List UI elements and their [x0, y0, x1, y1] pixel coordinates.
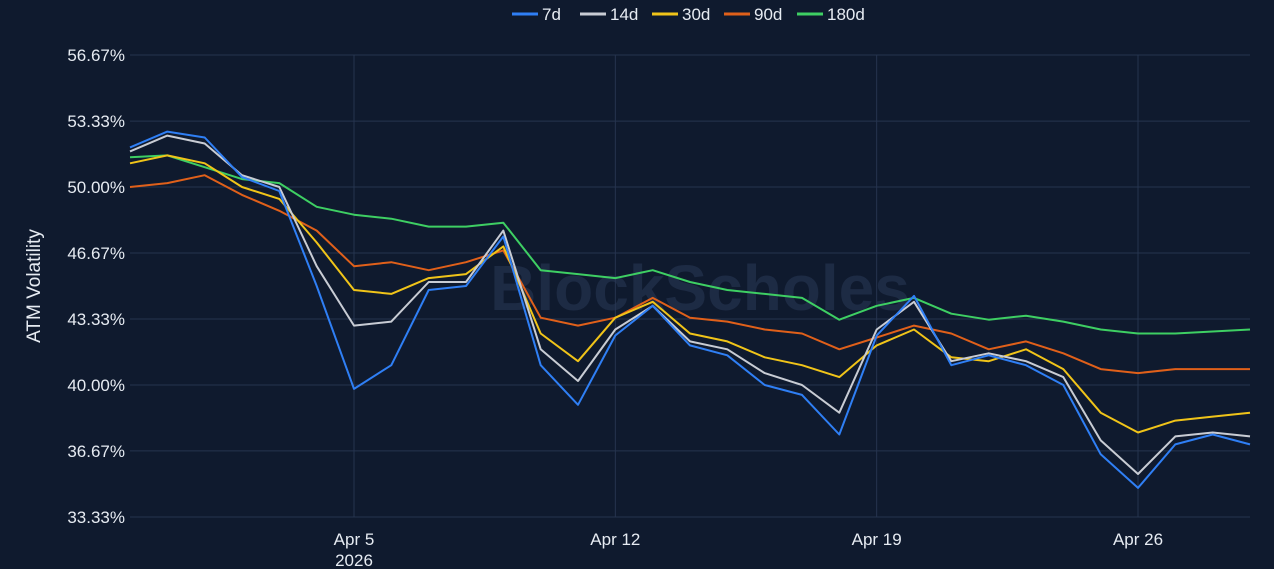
x-tick-label: Apr 5: [334, 530, 375, 549]
y-tick-label: 53.33%: [67, 112, 125, 131]
series-line-90d: [129, 174, 1250, 375]
series-line-7d: [129, 130, 1251, 489]
y-tick-label: 33.33%: [67, 508, 125, 527]
series-lines: [129, 130, 1251, 489]
legend-label: 14d: [610, 5, 638, 24]
x-tick-label: Apr 19: [852, 530, 902, 549]
x-axis-ticks: Apr 5 2026 Apr 12 Apr 19 Apr 26: [334, 530, 1163, 569]
series-line-30d: [129, 154, 1251, 434]
legend-item-14d[interactable]: 14d: [580, 5, 638, 24]
y-tick-label: 43.33%: [67, 310, 125, 329]
legend-label: 7d: [542, 5, 561, 24]
legend-item-90d[interactable]: 90d: [724, 5, 782, 24]
y-tick-label: 40.00%: [67, 376, 125, 395]
y-tick-label: 36.67%: [67, 442, 125, 461]
legend[interactable]: 7d 14d 30d 90d 180d: [512, 5, 865, 24]
y-tick-label: 50.00%: [67, 178, 125, 197]
x-tick-year-label: 2026: [335, 551, 373, 569]
legend-label: 180d: [827, 5, 865, 24]
y-axis-ticks: 56.67% 53.33% 50.00% 46.67% 43.33% 40.00% 36.6…: [67, 46, 125, 527]
legend-item-7d[interactable]: 7d: [512, 5, 561, 24]
legend-label: 30d: [682, 5, 710, 24]
series-line-14d: [129, 134, 1251, 475]
grid: [130, 54, 1250, 518]
legend-item-180d[interactable]: 180d: [797, 5, 865, 24]
watermark-text: BlockScholes: [490, 252, 910, 324]
x-tick-label: Apr 12: [590, 530, 640, 549]
series-line-180d: [129, 154, 1251, 335]
legend-label: 90d: [754, 5, 782, 24]
y-tick-label: 56.67%: [67, 46, 125, 65]
x-tick-label: Apr 26: [1113, 530, 1163, 549]
legend-item-30d[interactable]: 30d: [652, 5, 710, 24]
y-tick-label: 46.67%: [67, 244, 125, 263]
y-axis-label: ATM Volatility: [24, 229, 45, 343]
